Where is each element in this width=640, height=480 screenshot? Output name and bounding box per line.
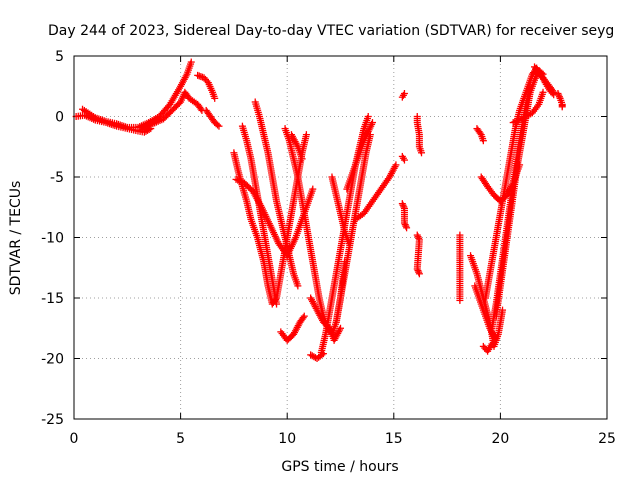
data-point <box>539 88 547 96</box>
x-tick-label: 5 <box>176 431 185 447</box>
data-point <box>554 90 562 98</box>
data-point <box>400 90 408 98</box>
axis-ticks: 0 5 10 15 20 25 5 0 -5 -10 -15 -20 -25 <box>41 49 616 447</box>
data-point <box>400 219 408 227</box>
data-point <box>413 265 421 273</box>
y-tick-label: -25 <box>41 412 64 428</box>
data-point <box>400 156 408 164</box>
data-point <box>345 240 353 248</box>
data-point <box>203 77 211 85</box>
data-point <box>456 296 464 304</box>
data-point <box>298 155 306 163</box>
data-point <box>299 314 307 322</box>
data-point <box>368 119 376 127</box>
plot-frame <box>73 55 608 420</box>
data-markers <box>72 58 566 362</box>
data-point <box>415 268 423 276</box>
x-tick-label: 25 <box>598 431 616 447</box>
data-point <box>555 93 563 101</box>
data-point <box>403 224 411 232</box>
data-point <box>187 58 195 66</box>
y-tick-label: 0 <box>55 110 64 126</box>
y-tick-label: -15 <box>41 291 64 307</box>
data-point <box>300 312 308 320</box>
x-axis-label: GPS time / hours <box>281 459 398 475</box>
data-point <box>302 131 310 139</box>
data-point <box>400 203 408 211</box>
data-point <box>215 122 223 130</box>
data-point <box>402 222 410 230</box>
data-point <box>558 103 566 111</box>
data-point <box>476 129 484 137</box>
data-point <box>197 105 205 113</box>
data-point <box>398 200 406 208</box>
y-axis-label: SDTVAR / TECUs <box>8 181 24 296</box>
data-point <box>364 113 372 120</box>
data-point <box>211 94 219 102</box>
data-point <box>401 221 409 229</box>
data-point <box>414 233 422 241</box>
data-point <box>399 201 407 209</box>
y-tick-label: -20 <box>41 352 64 368</box>
data-point <box>550 88 558 96</box>
data-point <box>479 137 487 145</box>
data-point <box>214 121 222 129</box>
data-point <box>555 91 563 99</box>
data-point <box>392 161 400 169</box>
data-point <box>526 82 534 90</box>
data-point <box>337 324 344 332</box>
x-tick-label: 0 <box>70 431 79 447</box>
data-point <box>415 270 423 278</box>
x-tick-label: 10 <box>278 431 296 447</box>
data-point <box>488 340 496 348</box>
chart-title: Day 244 of 2023, Sidereal Day-to-day VTE… <box>48 23 614 39</box>
data-point <box>492 336 500 344</box>
data-point <box>418 149 426 157</box>
x-tick-label: 20 <box>491 431 509 447</box>
data-point <box>413 231 421 239</box>
data-point <box>273 300 281 308</box>
y-tick-label: 5 <box>55 49 64 65</box>
data-point <box>309 185 317 193</box>
data-point <box>549 87 557 95</box>
data-point <box>414 267 422 275</box>
x-tick-label: 15 <box>385 431 403 447</box>
y-tick-label: -5 <box>50 170 64 186</box>
data-point <box>294 282 302 290</box>
y-tick-label: -10 <box>41 231 64 247</box>
